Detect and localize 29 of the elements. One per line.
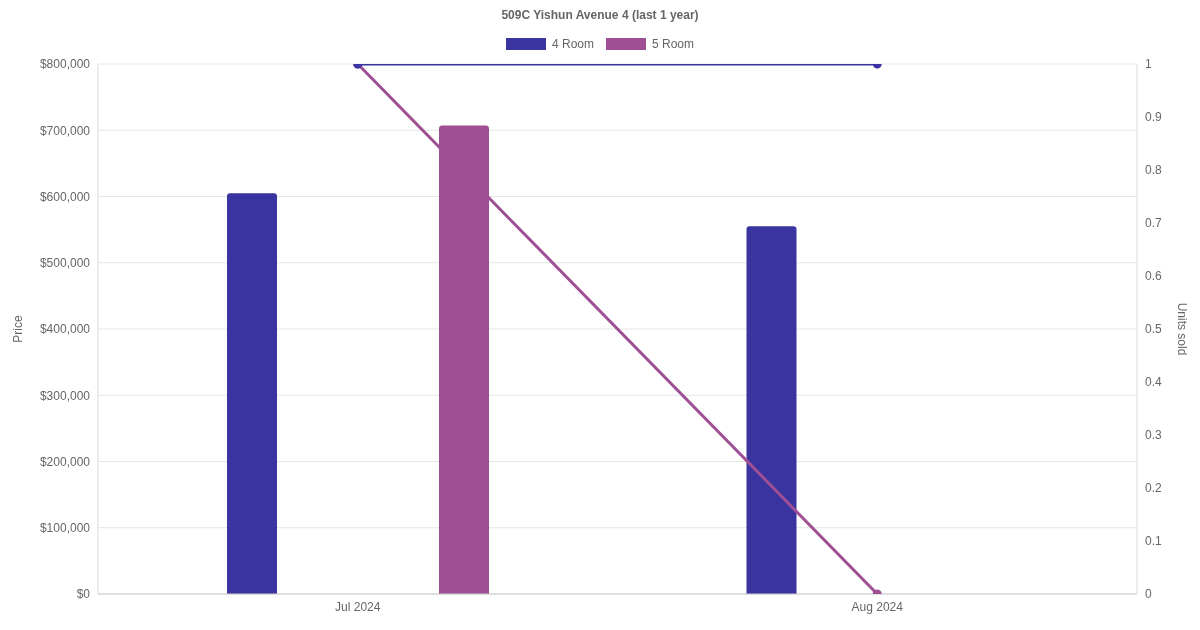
chart-title: 509C Yishun Avenue 4 (last 1 year) xyxy=(500,8,700,24)
legend-label: 5 Room xyxy=(652,37,695,51)
y2-tick-label: 0.9 xyxy=(1145,110,1163,125)
bar xyxy=(746,226,797,594)
legend-label: 4 Room xyxy=(551,37,594,51)
y-tick-label: $300,000 xyxy=(39,388,91,403)
bar xyxy=(227,193,277,594)
y2-tick-label: 0.2 xyxy=(1145,481,1163,496)
y-axis-title: Price xyxy=(11,315,26,343)
y2-axis-title: Units sold xyxy=(1174,302,1189,356)
y2-tick-label: 0 xyxy=(1145,587,1152,602)
y2-tick-label: 0.6 xyxy=(1145,269,1163,284)
y-tick-label: $600,000 xyxy=(39,189,91,204)
y2-tick-label: 0.8 xyxy=(1145,163,1163,178)
y2-tick-label: 0.5 xyxy=(1145,322,1163,337)
y2-tick-label: 1 xyxy=(1145,57,1152,72)
y2-tick-label: 0.3 xyxy=(1145,428,1163,443)
y2-tick-label: 0.1 xyxy=(1145,534,1163,549)
y-tick-label: $100,000 xyxy=(39,521,91,536)
x-tick-label: Aug 2024 xyxy=(851,599,904,614)
y-tick-label: $700,000 xyxy=(39,123,91,138)
y2-tick-label: 0.4 xyxy=(1145,375,1163,390)
y-tick-label: $0 xyxy=(76,587,91,602)
x-tick-label: Jul 2024 xyxy=(335,599,381,614)
y-tick-label: $200,000 xyxy=(39,454,91,469)
y2-tick-label: 0.7 xyxy=(1145,216,1163,231)
y-tick-label: $400,000 xyxy=(39,322,91,337)
y-tick-label: $500,000 xyxy=(39,256,91,271)
y-tick-label: $800,000 xyxy=(39,57,91,72)
